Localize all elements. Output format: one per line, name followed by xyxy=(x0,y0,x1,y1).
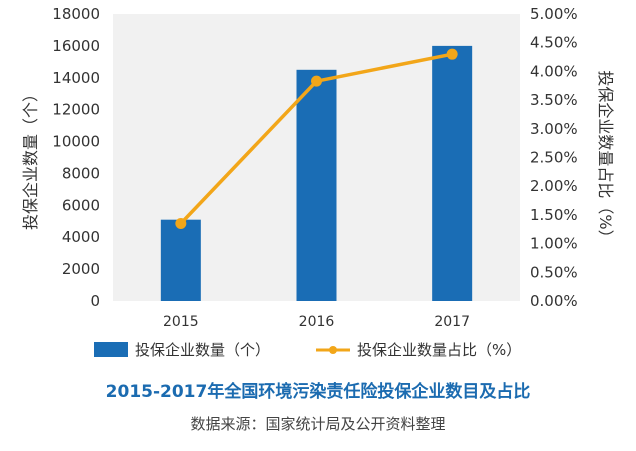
y-right-tick-label: 0.00% xyxy=(530,292,578,310)
y-right-tick-label: 2.00% xyxy=(530,177,578,195)
x-tick-label: 2015 xyxy=(163,314,199,330)
x-tick-label: 2016 xyxy=(299,314,335,330)
legend: 投保企业数量（个） 投保企业数量占比（%） xyxy=(94,341,521,359)
line-series xyxy=(175,48,458,230)
legend-bar-label: 投保企业数量（个） xyxy=(135,341,270,359)
y-right-tick-label: 1.00% xyxy=(530,235,578,253)
y-right-tick-label: 3.00% xyxy=(530,120,578,138)
legend-bar-swatch xyxy=(94,342,128,357)
y-right-tick-label: 4.00% xyxy=(530,62,578,80)
y-axis-left-title: 投保企业数量（个） xyxy=(21,86,40,230)
y-right-tick-label: 1.50% xyxy=(530,206,578,224)
y-right-tick-label: 0.50% xyxy=(530,263,578,281)
bar-series xyxy=(160,45,473,302)
y-left-tick-label: 16000 xyxy=(52,37,100,55)
bar xyxy=(160,219,201,301)
y-left-tick-label: 6000 xyxy=(62,196,100,214)
chart-caption-source: 数据来源：国家统计局及公开资料整理 xyxy=(190,415,445,433)
x-axis-ticks: 2015 2016 2017 xyxy=(163,314,470,330)
chart-caption-title: 2015-2017年全国环境污染责任险投保企业数目及占比 xyxy=(106,381,531,402)
x-tick-label: 2017 xyxy=(434,314,470,330)
y-axis-right-title: 投保企业数量占比（%） xyxy=(596,70,615,245)
legend-line-label: 投保企业数量占比（%） xyxy=(357,341,521,359)
y-right-tick-label: 3.50% xyxy=(530,91,578,109)
y-left-tick-label: 12000 xyxy=(52,101,100,119)
y-left-tick-label: 0 xyxy=(90,292,100,310)
bar xyxy=(432,45,473,302)
line-point xyxy=(446,48,458,60)
line-point xyxy=(311,75,322,87)
y-right-tick-label: 2.50% xyxy=(530,149,578,167)
legend-line-marker xyxy=(329,346,337,354)
left-axis-ticks: 0 2000 4000 6000 8000 10000 12000 14000 16000 180… xyxy=(52,5,100,310)
bar xyxy=(296,69,337,301)
y-left-tick-label: 14000 xyxy=(52,69,100,87)
y-left-tick-label: 10000 xyxy=(52,133,100,151)
line-point xyxy=(175,218,187,230)
y-left-tick-label: 4000 xyxy=(62,228,100,246)
y-right-tick-label: 5.00% xyxy=(530,5,578,23)
right-axis-ticks: 0.00% 0.50% 1.00% 1.50% 2.00% 2.50% 3.00% 3.50%… xyxy=(530,5,578,310)
y-left-tick-label: 2000 xyxy=(62,260,100,278)
y-left-tick-label: 8000 xyxy=(62,164,100,182)
y-left-tick-label: 18000 xyxy=(52,5,100,23)
y-right-tick-label: 4.50% xyxy=(530,34,578,52)
